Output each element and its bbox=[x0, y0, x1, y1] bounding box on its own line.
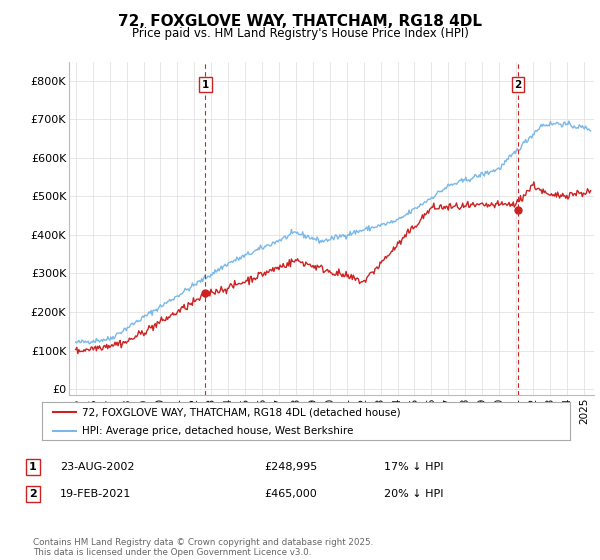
Text: 23-AUG-2002: 23-AUG-2002 bbox=[60, 462, 134, 472]
Text: Price paid vs. HM Land Registry's House Price Index (HPI): Price paid vs. HM Land Registry's House … bbox=[131, 27, 469, 40]
Text: 2: 2 bbox=[29, 489, 37, 499]
Text: 20% ↓ HPI: 20% ↓ HPI bbox=[384, 489, 443, 499]
Text: HPI: Average price, detached house, West Berkshire: HPI: Average price, detached house, West… bbox=[82, 426, 353, 436]
Text: 72, FOXGLOVE WAY, THATCHAM, RG18 4DL: 72, FOXGLOVE WAY, THATCHAM, RG18 4DL bbox=[118, 14, 482, 29]
Text: 17% ↓ HPI: 17% ↓ HPI bbox=[384, 462, 443, 472]
Text: 72, FOXGLOVE WAY, THATCHAM, RG18 4DL (detached house): 72, FOXGLOVE WAY, THATCHAM, RG18 4DL (de… bbox=[82, 407, 400, 417]
Text: 19-FEB-2021: 19-FEB-2021 bbox=[60, 489, 131, 499]
Text: Contains HM Land Registry data © Crown copyright and database right 2025.
This d: Contains HM Land Registry data © Crown c… bbox=[33, 538, 373, 557]
Text: 1: 1 bbox=[29, 462, 37, 472]
Text: £465,000: £465,000 bbox=[264, 489, 317, 499]
Text: 2: 2 bbox=[515, 80, 522, 90]
Text: £248,995: £248,995 bbox=[264, 462, 317, 472]
Text: 1: 1 bbox=[202, 80, 209, 90]
